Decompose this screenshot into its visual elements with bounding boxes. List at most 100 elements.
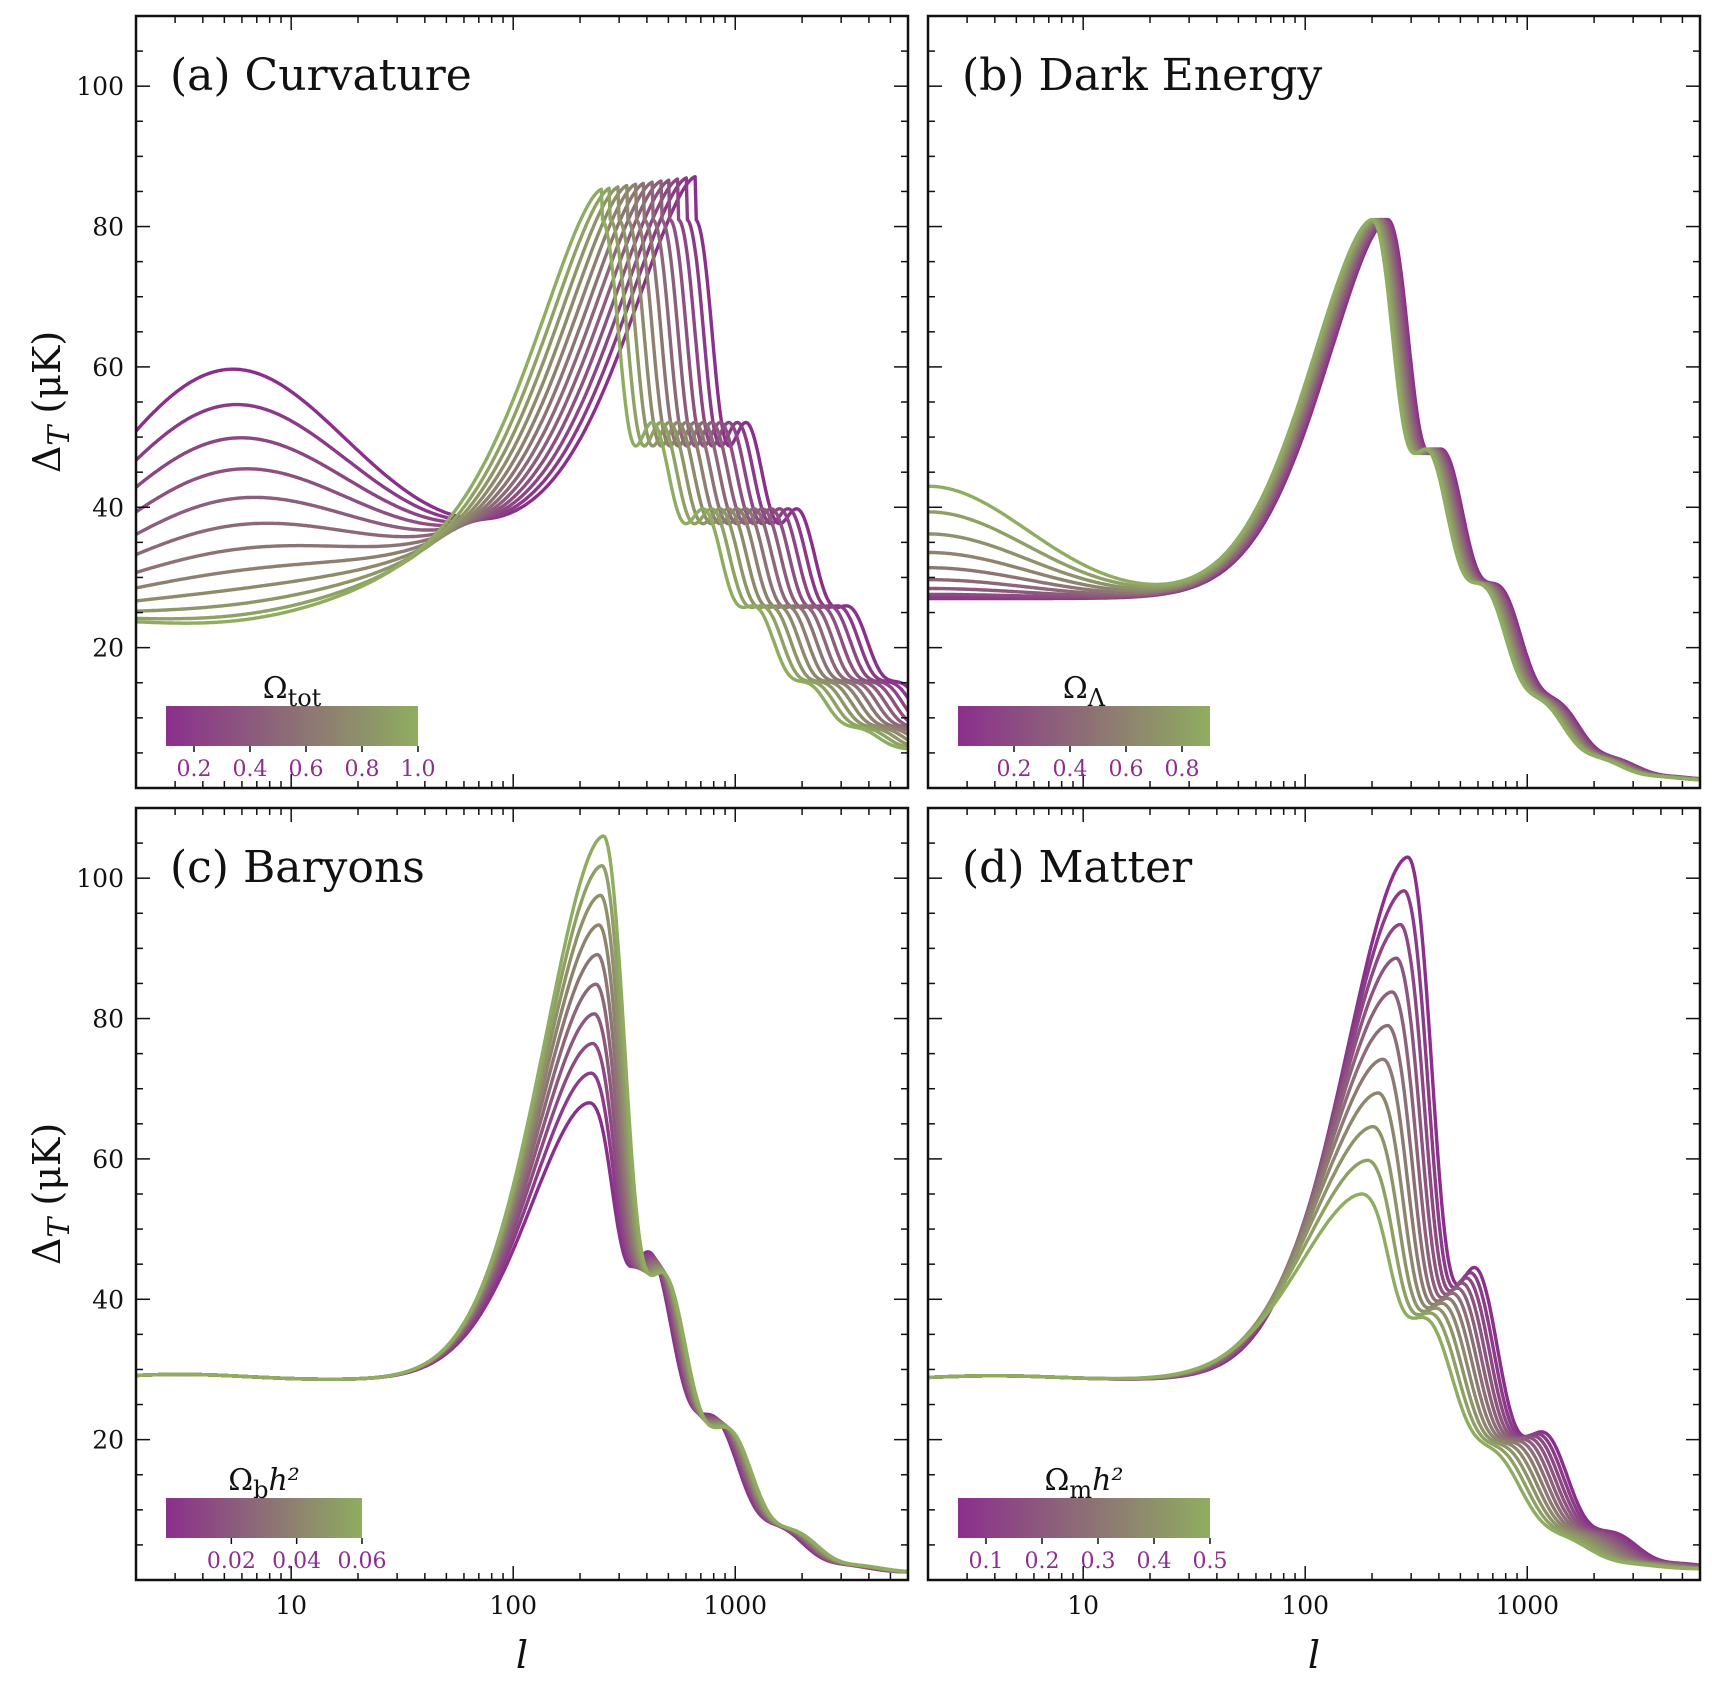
panel-c: 10 100 1000 20 40 60 80 100 (c) Baryons Ωbh² 0.02 0… [76, 806, 910, 1620]
y-axis-label-main: Δ [25, 1238, 69, 1265]
series-group [928, 855, 1700, 1571]
colorbar-tick-label: 0.4 [1053, 757, 1088, 782]
colorbar-gradient [166, 1498, 362, 1538]
series-line [136, 186, 908, 750]
colorbar-title: Ωbh² [228, 1463, 300, 1504]
series-line [928, 217, 1700, 782]
series-line [136, 185, 908, 747]
series-line [136, 834, 908, 1574]
panel-title: (b) Dark Energy [962, 50, 1322, 101]
x-tick-label: 1000 [703, 1591, 767, 1620]
y-tick-label: 80 [92, 1005, 124, 1034]
x-ticks [927, 16, 1701, 788]
x-tick-label: 100 [1281, 1591, 1329, 1620]
series-group [136, 175, 908, 751]
series-line [928, 217, 1700, 781]
panel-d: 10 100 1000 (d) Matter Ωmh² 0.1 0.2 0.3 0.4 0.5 [926, 806, 1702, 1620]
colorbar-gradient [958, 1498, 1210, 1538]
panel-a: 20 40 60 80 100 (a) Curvature Ωtot 0.2 0.4 0.6 0.8… [76, 14, 910, 790]
y-tick-label: 40 [92, 493, 124, 522]
y-tick-label: 20 [92, 634, 124, 663]
y-tick-label: 40 [92, 1285, 124, 1314]
y-axis-label-unit: (μK) [25, 331, 69, 426]
colorbar: ΩΛ 0.2 0.4 0.6 0.8 [958, 671, 1210, 782]
plot-frame [134, 14, 910, 790]
series-line [136, 179, 908, 728]
panel-title: (a) Curvature [170, 50, 472, 101]
y-axis-label: ΔT (μK) [25, 331, 77, 473]
colorbar-tick-label: 0.4 [233, 757, 268, 782]
colorbar-title-sub: b [253, 1476, 268, 1504]
x-tick-label: 1000 [1495, 1591, 1559, 1620]
series-line [928, 217, 1700, 781]
colorbar: Ωmh² 0.1 0.2 0.3 0.4 0.5 [958, 1463, 1228, 1574]
series-line [928, 217, 1700, 781]
colorbar-title: Ωmh² [1045, 1463, 1124, 1504]
series-line [928, 217, 1700, 782]
colorbar-tick-label: 0.8 [1165, 757, 1200, 782]
y-axis-label-sub: T [42, 424, 77, 446]
y-ticks [136, 50, 908, 754]
series-group [136, 834, 908, 1574]
series-line [136, 178, 908, 723]
colorbar-title-main: Ω [263, 671, 288, 706]
x-axis-label: l [1308, 1633, 1320, 1677]
y-tick-label: 100 [76, 72, 124, 101]
series-line [928, 217, 1700, 781]
colorbar-title: ΩΛ [1063, 671, 1106, 712]
x-ticks [135, 16, 909, 788]
colorbar-tick-label: 1.0 [401, 757, 436, 782]
series-line [136, 187, 908, 751]
colorbar-title-sub: Λ [1087, 684, 1106, 712]
colorbar-tick-label: 0.6 [1109, 757, 1144, 782]
colorbar-tick-label: 0.2 [1025, 1549, 1060, 1574]
colorbar-gradient [166, 706, 418, 746]
y-tick-label: 20 [92, 1426, 124, 1455]
y-tick-label: 60 [92, 1145, 124, 1174]
panel-title: (c) Baryons [170, 842, 425, 893]
series-line [136, 180, 908, 730]
x-tick-label: 100 [489, 1591, 537, 1620]
series-line [928, 217, 1700, 782]
y-axis-label: ΔT (μK) [25, 1123, 77, 1265]
series-line [136, 177, 908, 713]
colorbar-title-tail: h² [268, 1463, 299, 1498]
colorbar: Ωbh² 0.02 0.04 0.06 [166, 1463, 386, 1574]
y-tick-label: 60 [92, 353, 124, 382]
x-axis-label: l [516, 1633, 528, 1677]
colorbar: Ωtot 0.2 0.4 0.6 0.8 1.0 [166, 671, 436, 782]
x-ticks [927, 808, 1701, 1580]
colorbar-title-tail: h² [1092, 1463, 1123, 1498]
colorbar-tick-label: 0.02 [207, 1549, 256, 1574]
series-line [928, 1192, 1700, 1571]
x-tick-label: 10 [275, 1591, 307, 1620]
colorbar-title-main: Ω [1045, 1463, 1070, 1498]
series-line [928, 217, 1700, 782]
series-line [928, 217, 1700, 782]
panel-title: (d) Matter [962, 842, 1193, 893]
colorbar-tick-label: 0.04 [272, 1549, 321, 1574]
colorbar-title-sub: m [1069, 1476, 1092, 1504]
colorbar-title: Ωtot [263, 671, 322, 712]
x-tick-label: 10 [1067, 1591, 1099, 1620]
y-tick-label: 100 [76, 864, 124, 893]
colorbar-gradient [958, 706, 1210, 746]
colorbar-title-main: Ω [228, 1463, 253, 1498]
y-ticks [136, 842, 908, 1546]
y-ticks [928, 50, 1700, 754]
colorbar-tick-label: 0.8 [345, 757, 380, 782]
series-line [136, 183, 908, 742]
colorbar-tick-label: 0.2 [997, 757, 1032, 782]
x-ticks [135, 808, 909, 1580]
colorbar-tick-label: 0.2 [177, 757, 212, 782]
y-axis-label-main: Δ [25, 446, 69, 473]
series-group [928, 217, 1700, 782]
y-tick-label: 80 [92, 213, 124, 242]
colorbar-tick-label: 0.4 [1137, 1549, 1172, 1574]
series-line [928, 217, 1700, 781]
y-axis-label-unit: (μK) [25, 1123, 69, 1218]
series-line [136, 181, 908, 732]
colorbar-tick-label: 0.1 [969, 1549, 1004, 1574]
colorbar-tick-label: 0.3 [1081, 1549, 1116, 1574]
